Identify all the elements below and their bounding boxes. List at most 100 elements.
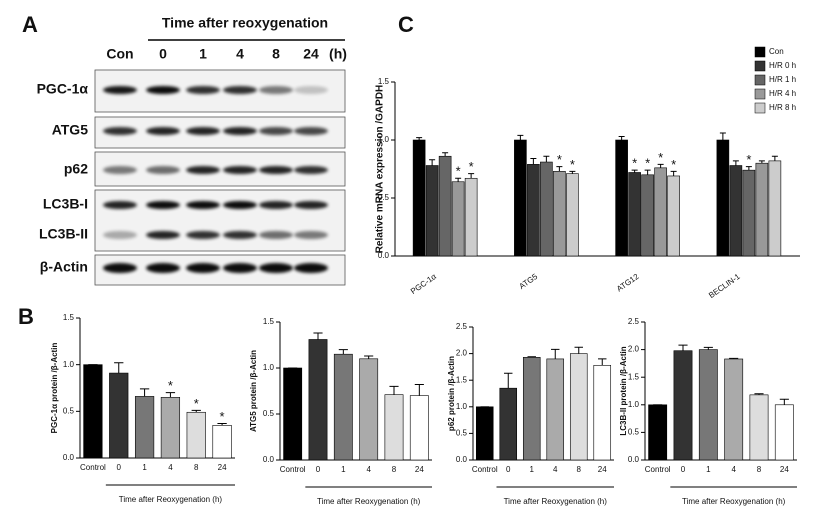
error-bar [338,349,348,355]
blot-row-label: LC3B-I [43,196,88,212]
error-bar [191,409,201,413]
significance-marker: * [570,157,575,172]
error-bar [631,169,638,173]
blot-band [146,127,180,135]
blot-band [294,201,328,209]
bar [409,395,429,461]
error-bar [165,392,176,398]
significance-marker: * [632,156,637,171]
blot-band [294,127,328,135]
panel-label: C [398,12,414,37]
blot-band [223,231,257,239]
bar [667,175,680,257]
bar [384,394,404,461]
significance-marker: * [658,150,663,165]
error-bar [551,348,560,359]
x-tick-label: 0 [506,465,511,474]
x-tick-label: 4 [731,465,736,474]
bar [698,349,718,461]
significance-marker: * [220,409,225,424]
bar [160,397,181,459]
lane-label: 24 [303,46,319,62]
legend-label: Con [769,47,784,56]
x-tick-label: 8 [757,465,762,474]
significance-marker: * [645,156,650,171]
bar [283,367,303,461]
error-bar [719,132,726,140]
x-tick-label: 4 [168,463,173,472]
lane-label: 1 [199,46,207,62]
blot-band [103,166,137,174]
x-axis-label: Time after Reoxygenation (h) [317,497,421,506]
bar [425,165,439,257]
blot-band [186,127,220,135]
bar [540,161,553,257]
blot-band [186,86,220,94]
bar [475,406,494,461]
blot-band [186,231,220,239]
legend-swatch [754,102,766,114]
blot-band [259,86,293,94]
blot-row-label: p62 [64,161,88,177]
x-tick-label: 24 [218,463,227,472]
blot-band [146,86,180,94]
y-tick-label: 1.5 [378,77,390,86]
blot-band [223,86,257,94]
error-bar [313,332,323,340]
x-axis-label: Time after Reoxygenation (h) [682,497,786,506]
y-tick-label: 0.0 [378,251,390,260]
bar [553,171,566,257]
error-bar [429,159,436,166]
blot-band [186,263,220,273]
bar [729,165,743,257]
x-tick-label: 8 [577,465,582,474]
x-tick-label: 1 [706,465,711,474]
bar [755,162,769,257]
blot-row-label: ATG5 [52,122,89,138]
error-bar [678,344,688,351]
bar [514,139,527,257]
significance-marker: * [746,152,751,167]
error-bar [556,166,563,172]
blot-band [186,166,220,174]
x-tick-label: 24 [598,465,607,474]
y-tick-label: 1.0 [456,402,468,411]
y-tick-label: 0.0 [63,453,75,462]
bar [673,350,693,461]
x-tick-label: 24 [415,465,424,474]
bar [333,353,353,461]
significance-marker: * [469,159,474,174]
lane-label: (h) [329,46,347,62]
x-tick-label: 1 [142,463,147,472]
bar [648,404,668,461]
x-tick-label: Control [472,465,498,474]
y-tick-label: 1.5 [628,372,640,381]
error-bar [703,346,713,350]
blot-band [259,231,293,239]
error-bar [729,357,739,359]
y-tick-label: 1.0 [63,360,75,369]
bar [628,172,641,257]
error-bar [732,160,739,166]
blot-band [294,166,328,174]
blot-title: Time after reoxygenation [162,15,328,31]
error-bar [389,385,399,395]
error-bar [364,355,374,359]
error-bar [745,166,752,171]
x-tick-label: ATG5 [517,272,539,291]
x-tick-label: 1 [530,465,535,474]
y-tick-label: 0.0 [628,455,640,464]
x-tick-label: ATG12 [615,272,641,294]
bar [724,358,744,461]
bar [654,167,667,257]
x-tick-label: 0 [117,463,122,472]
lane-label: 0 [159,46,167,62]
lane-label: 8 [272,46,280,62]
legend-swatch [754,60,766,72]
blot-band [146,166,180,174]
bar [186,411,206,459]
error-bar [442,152,449,157]
x-tick-label: 0 [681,465,686,474]
x-tick-label: Control [280,465,306,474]
bar [749,394,769,461]
